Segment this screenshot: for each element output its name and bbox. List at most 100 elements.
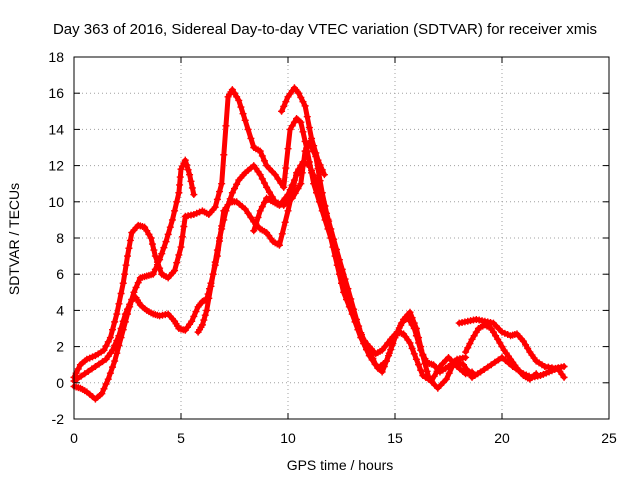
data-point [355, 325, 363, 332]
data-point [496, 339, 504, 347]
data-point [284, 207, 292, 215]
data-point [160, 244, 168, 252]
data-point [271, 171, 279, 179]
x-axis-label: GPS time / hours [287, 457, 394, 473]
data-point [391, 334, 399, 342]
data-point [222, 122, 230, 130]
data-point [498, 343, 506, 351]
data-point [290, 176, 298, 184]
y-tick-label: 8 [56, 230, 64, 246]
data-point [180, 223, 188, 231]
y-tick-label: 0 [56, 375, 64, 391]
data-point [290, 118, 298, 126]
data-series [70, 84, 568, 403]
data-point [188, 184, 196, 192]
data-point [305, 124, 313, 132]
data-point [338, 270, 345, 278]
data-point [430, 372, 438, 380]
data-point [260, 179, 268, 187]
data-point [178, 233, 186, 241]
data-point [211, 258, 219, 266]
data-point [260, 198, 268, 206]
data-point [385, 352, 393, 360]
data-point [256, 147, 264, 155]
data-point [198, 321, 206, 329]
data-point [346, 303, 354, 311]
data-point [417, 366, 425, 374]
data-point [278, 198, 286, 206]
data-point [442, 375, 450, 383]
data-point [171, 267, 179, 275]
data-point [181, 156, 189, 164]
data-point [274, 175, 282, 183]
data-point [349, 310, 357, 318]
data-point [149, 270, 157, 278]
y-tick-label: 10 [48, 194, 64, 210]
y-tick-label: 2 [56, 339, 64, 355]
data-point [125, 244, 133, 252]
data-point [342, 287, 350, 295]
data-point [117, 334, 125, 342]
data-point [329, 236, 337, 244]
data-point [408, 344, 416, 352]
data-point [404, 314, 412, 322]
data-point [109, 363, 117, 371]
data-point [241, 116, 249, 124]
series-line [279, 85, 327, 178]
data-point [224, 201, 232, 209]
data-point [417, 346, 425, 354]
data-point [412, 355, 420, 363]
data-point [318, 189, 326, 197]
data-point [84, 367, 92, 375]
data-point [241, 205, 249, 213]
data-point [207, 282, 215, 290]
data-point [305, 162, 313, 170]
data-point [263, 183, 271, 191]
data-point [288, 122, 296, 130]
data-point [109, 346, 117, 354]
data-point [218, 180, 226, 188]
series-track-4 [194, 138, 470, 376]
data-point [363, 343, 371, 351]
data-point [111, 357, 119, 365]
data-point [286, 186, 294, 194]
data-point [256, 207, 264, 215]
data-point [141, 223, 149, 231]
data-point [162, 238, 170, 246]
data-point [222, 207, 230, 215]
data-point [421, 355, 429, 363]
data-point [387, 346, 395, 354]
data-point [284, 145, 292, 153]
data-point [168, 216, 176, 224]
data-point [216, 234, 224, 242]
data-point [205, 294, 213, 302]
data-point [278, 230, 286, 238]
data-point [316, 161, 324, 169]
data-point [489, 328, 497, 336]
data-point [522, 341, 530, 349]
data-point [491, 358, 499, 366]
data-point [281, 218, 289, 226]
data-point [314, 156, 322, 164]
data-point [278, 107, 286, 115]
data-point [111, 318, 119, 326]
data-point [175, 189, 183, 197]
data-point [258, 175, 266, 183]
data-point [288, 194, 296, 202]
data-point [492, 332, 500, 340]
data-point [184, 166, 192, 174]
series-track-8 [278, 84, 328, 179]
y-tick-label: 4 [56, 302, 64, 318]
data-point [91, 363, 99, 371]
data-point [357, 331, 365, 339]
data-point [275, 241, 283, 249]
data-point [265, 188, 273, 196]
data-point [484, 363, 492, 371]
x-tick-label: 10 [280, 430, 296, 446]
data-point [423, 367, 431, 375]
data-point [335, 261, 343, 269]
y-tick-label: 12 [48, 158, 64, 174]
data-point [378, 368, 386, 376]
data-point [295, 166, 303, 174]
